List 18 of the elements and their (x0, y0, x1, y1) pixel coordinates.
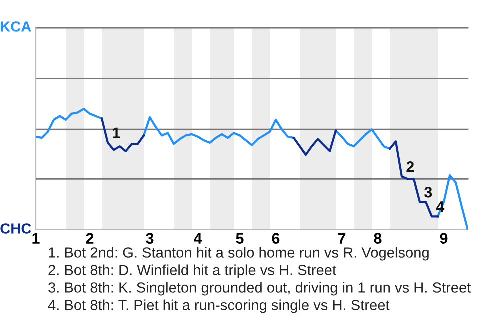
annotation: 2 (406, 162, 414, 172)
text: CHC (0, 224, 32, 234)
text: 1. Bot 2nd: G. Stanton hit a solo home run vs R. Vogelsong (49, 247, 429, 261)
text: KCA (1, 22, 32, 32)
text: 2. Bot 8th: D. Winfield hit a triple vs H. Street (48, 264, 336, 278)
x-tick-label: 2 (86, 233, 94, 244)
annotation: 1 (113, 128, 120, 138)
x-tick-label: 4 (194, 233, 202, 244)
x-tick-label: 8 (374, 233, 382, 244)
x-tick-label: 3 (146, 233, 154, 244)
x-tick-label: 6 (272, 233, 280, 244)
x-tick-label: 7 (338, 233, 346, 244)
text: 4. Bot 8th: T. Piet hit a run-scoring single vs H. Street (48, 300, 390, 314)
x-tick-label: 9 (440, 233, 448, 244)
x-tick-label: 5 (236, 233, 244, 244)
x-tick-label: 1 (32, 233, 40, 244)
annotation: 3 (424, 186, 432, 198)
text: 3. Bot 8th: K. Singleton grounded out, driving in 1 run vs H. Street (48, 282, 472, 296)
